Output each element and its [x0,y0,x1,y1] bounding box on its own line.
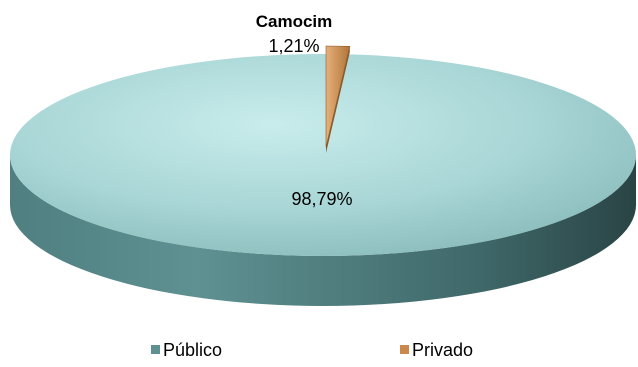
pie-slice-privado-side [326,46,350,154]
pie-side-wall [10,155,636,306]
legend-swatch-privado [400,345,409,354]
data-label-publico: 98,79% [291,189,352,209]
legend-swatch-publico [151,345,160,354]
legend: Público Privado [151,340,473,360]
legend-item-privado: Privado [400,340,473,360]
pie-slice-publico [10,54,636,256]
pie-slice-privado [325,45,351,154]
legend-item-publico: Público [151,340,222,360]
legend-label-publico: Público [163,340,222,360]
chart-title: Camocim [256,12,333,31]
pie-slice-privado-top [325,45,351,148]
data-label-privado: 1,21% [268,36,319,56]
legend-label-privado: Privado [412,340,473,360]
